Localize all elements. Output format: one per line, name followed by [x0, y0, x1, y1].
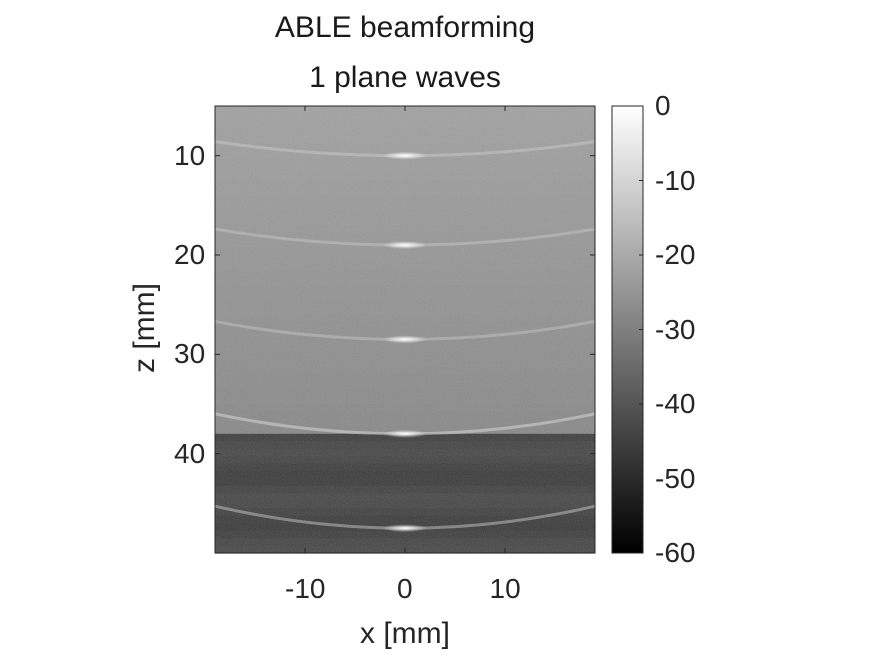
x-axis-label: x [mm]	[360, 617, 450, 650]
point-reflector	[383, 335, 427, 344]
speckle-texture	[215, 106, 595, 553]
y-tick-label: 20	[174, 239, 206, 270]
colorbar-tick-label: -30	[655, 313, 696, 345]
x-tick-label: 10	[489, 573, 521, 604]
point-reflector	[383, 241, 427, 250]
x-tick-label: 0	[397, 573, 413, 604]
y-tick-label: 30	[174, 338, 206, 370]
colorbar	[611, 105, 644, 554]
bmode-image	[214, 106, 596, 554]
chart-title-line-2: 1 plane waves	[309, 61, 501, 94]
y-axis-label: z [mm]	[128, 283, 161, 373]
colorbar-tick-label: -60	[655, 537, 696, 568]
point-reflector	[383, 524, 427, 533]
chart-title-line-1: ABLE beamforming	[274, 11, 536, 44]
colorbar-tick-label: -50	[655, 462, 696, 494]
point-reflector	[383, 429, 427, 438]
x-tick-label: -10	[285, 573, 326, 604]
colorbar-tick-label: -40	[655, 388, 696, 419]
y-tick-label: 10	[174, 139, 206, 171]
colorbar-tick-label: -10	[655, 164, 696, 196]
point-reflector	[383, 151, 427, 160]
colorbar-tick-label: 0	[655, 90, 671, 121]
axis-ticks	[215, 106, 595, 553]
y-tick-label: 40	[174, 437, 206, 469]
colorbar-ticks	[639, 105, 643, 554]
colorbar-tick-label: -20	[655, 239, 696, 270]
